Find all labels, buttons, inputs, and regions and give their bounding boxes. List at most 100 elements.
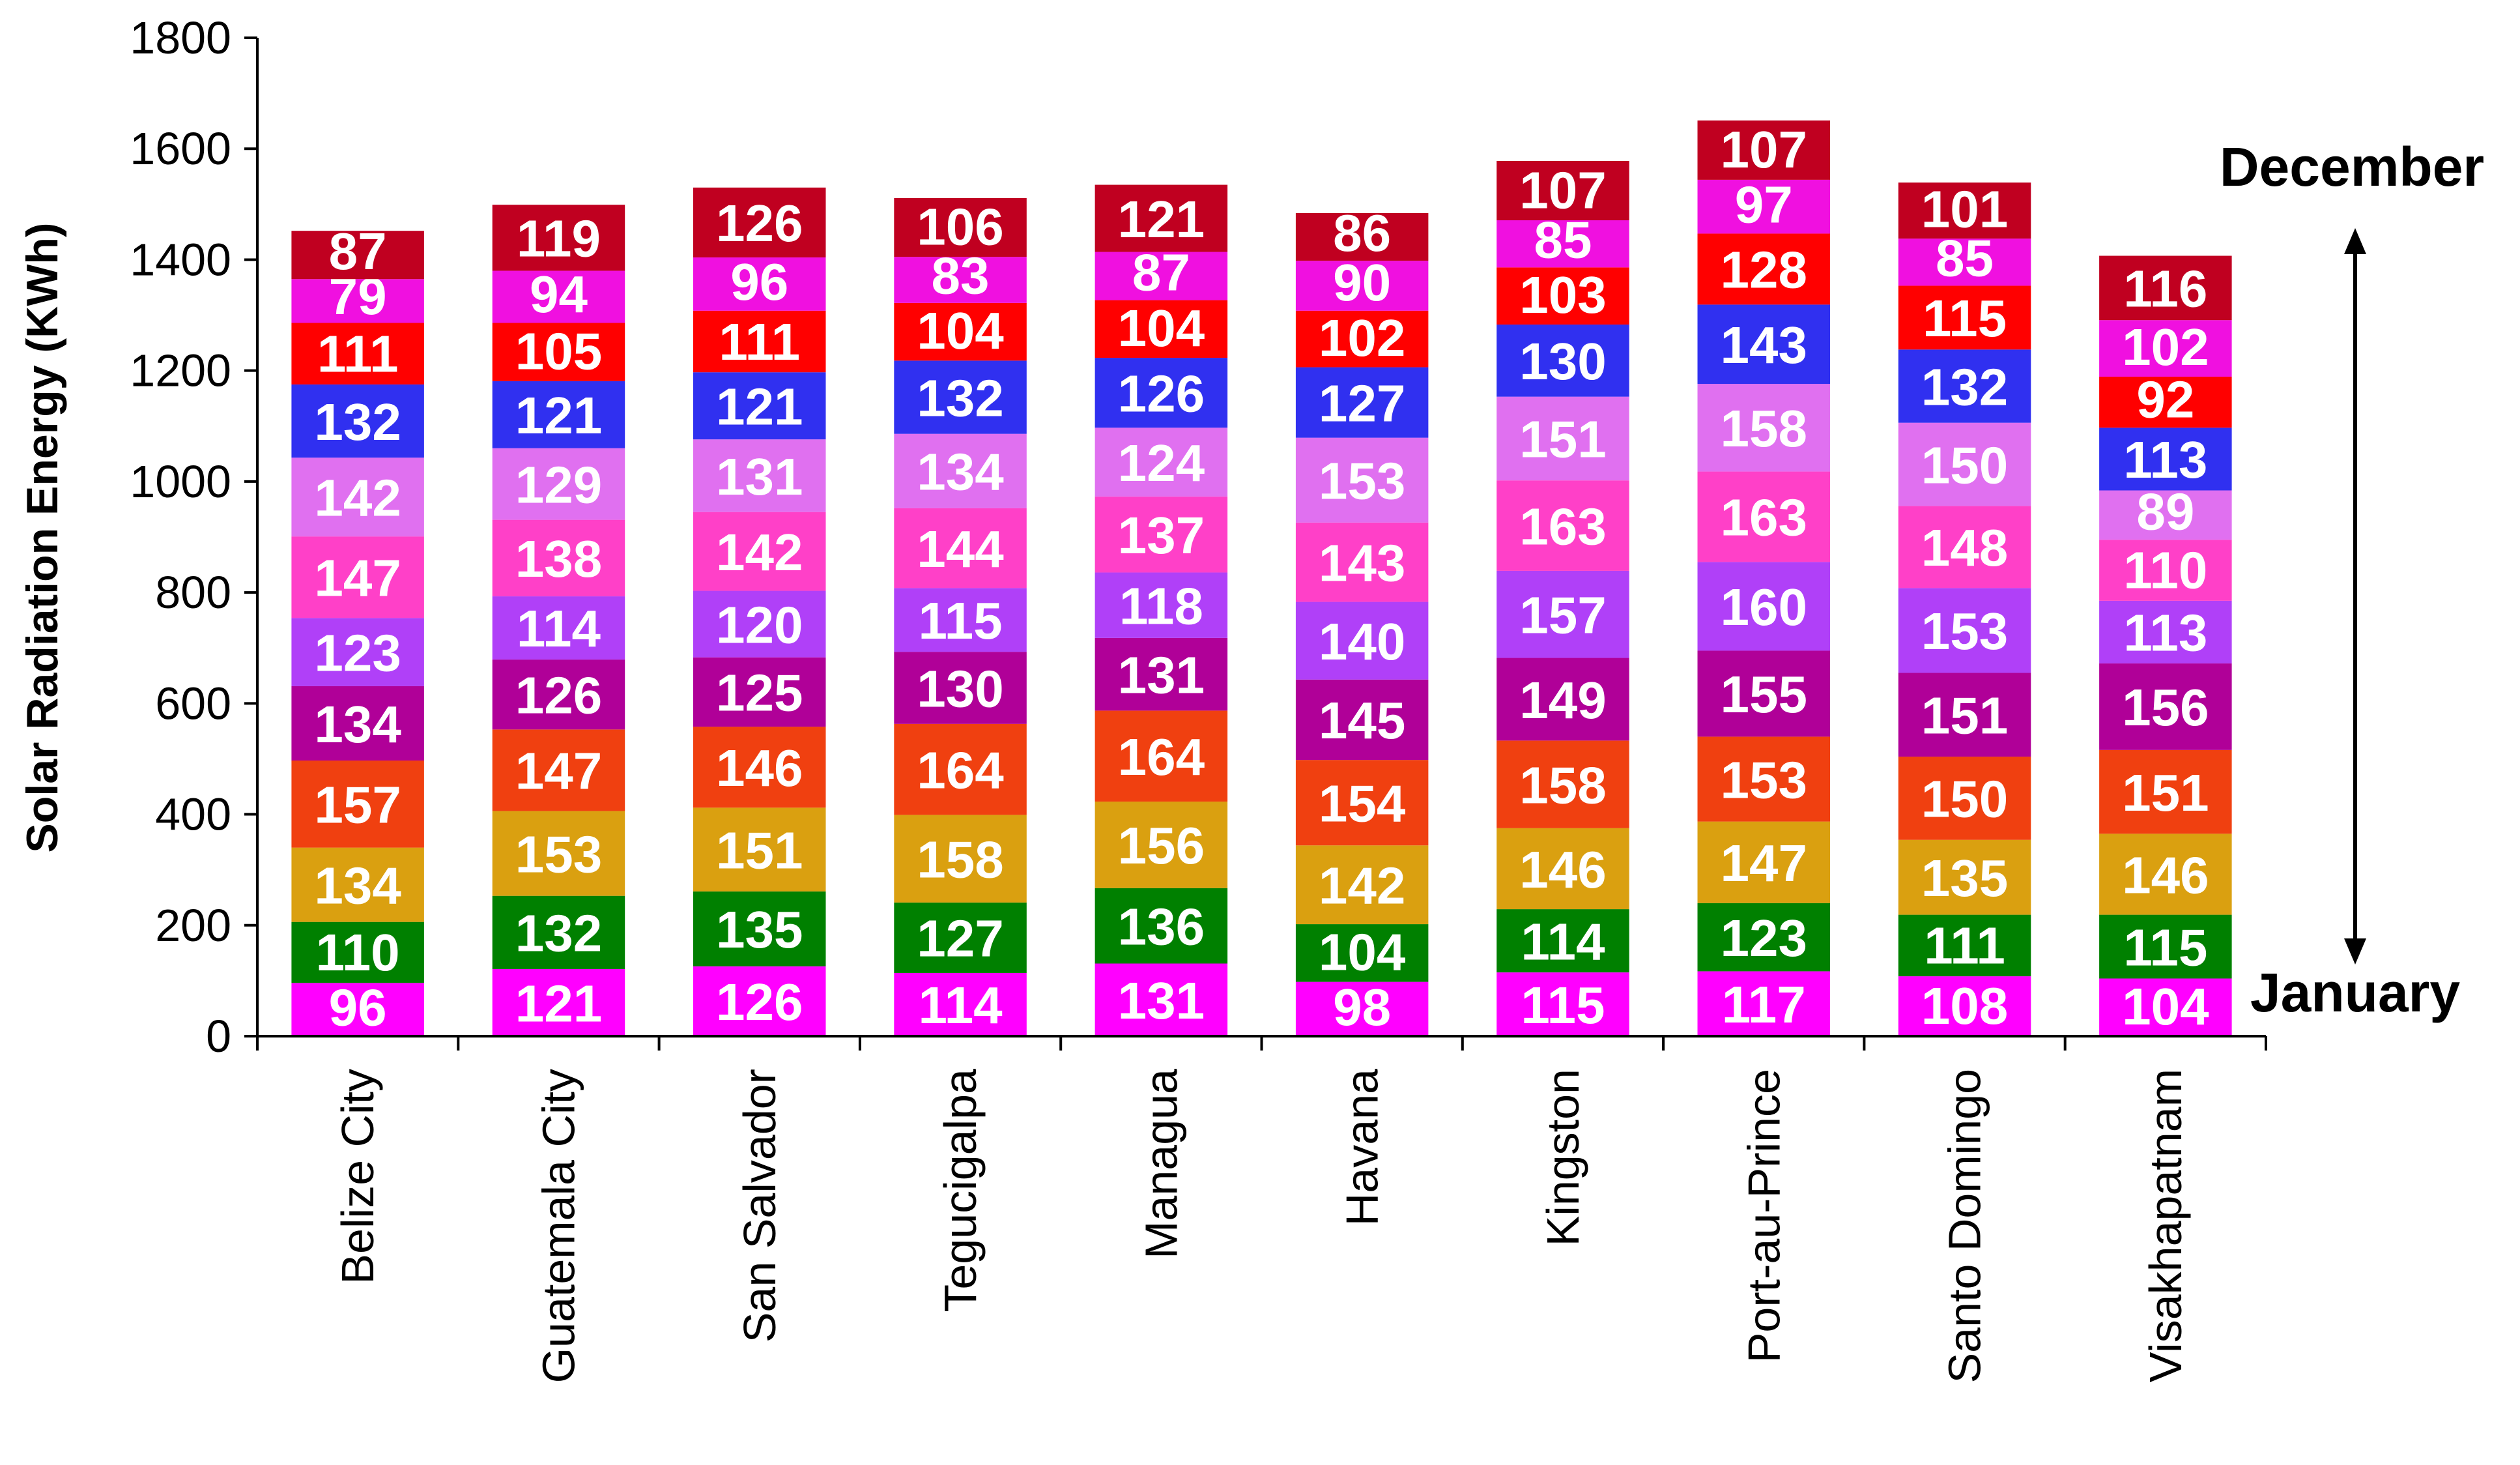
data-label: 156 <box>1118 817 1205 875</box>
category-label: Kingston <box>1538 1069 1588 1246</box>
bar-segment <box>2099 490 2232 540</box>
bar-segment <box>1697 903 1830 972</box>
data-label: 111 <box>317 325 399 383</box>
data-label: 119 <box>517 210 601 268</box>
data-label: 126 <box>1118 365 1205 423</box>
bar-segment <box>2099 377 2232 428</box>
data-label: 90 <box>1333 254 1391 312</box>
month-annotation: December January <box>2220 136 2484 1023</box>
y-tick-label: 1800 <box>130 12 231 63</box>
data-label: 85 <box>1936 229 1994 287</box>
category-label: Guatemala City <box>533 1069 584 1383</box>
data-label: 121 <box>1118 190 1205 248</box>
data-label: 149 <box>1519 671 1606 729</box>
data-label: 163 <box>1721 489 1807 547</box>
bar-segment <box>492 969 625 1036</box>
data-label: 135 <box>716 901 803 959</box>
bar-segment <box>894 972 1027 1036</box>
bar-segment <box>1697 384 1830 472</box>
data-label: 131 <box>1118 646 1205 704</box>
bar-segment <box>291 536 424 618</box>
bar-segment <box>1496 396 1629 481</box>
bar-segment <box>1697 304 1830 384</box>
data-label: 110 <box>2123 542 2207 600</box>
data-label: 150 <box>1921 436 2008 494</box>
bar-segment <box>1496 480 1629 571</box>
bar-segment <box>1496 220 1629 268</box>
data-label: 102 <box>2122 318 2209 376</box>
bar-segment <box>1095 496 1228 573</box>
bar-segment <box>1496 972 1629 1036</box>
bar-segment <box>291 323 424 384</box>
bar-segment <box>291 618 424 686</box>
data-label: 115 <box>919 592 1003 650</box>
data-label: 125 <box>716 664 803 722</box>
data-label: 130 <box>1519 332 1606 390</box>
bar-segment <box>1095 358 1228 428</box>
category-label: Port-au-Prince <box>1738 1069 1789 1363</box>
data-label: 157 <box>1519 587 1606 645</box>
bar-segment <box>1295 261 1429 311</box>
bar-segment <box>492 811 625 896</box>
bar-segment <box>693 372 826 440</box>
data-label: 114 <box>517 600 601 658</box>
bar-segment <box>894 197 1027 257</box>
data-label: 143 <box>1319 534 1405 592</box>
bar-segment <box>1095 710 1228 802</box>
data-label: 132 <box>1921 358 2008 416</box>
bar-segment <box>1697 650 1830 737</box>
category-label: Santo Domingo <box>1940 1069 1990 1384</box>
data-label: 97 <box>1735 176 1793 234</box>
data-label: 116 <box>2123 260 2207 318</box>
bar-segment <box>291 384 424 458</box>
bar-segment <box>894 360 1027 434</box>
bar-segment <box>1095 184 1228 252</box>
data-label: 98 <box>1333 978 1391 1036</box>
bar-segment <box>1095 300 1228 358</box>
bar-segment <box>1496 267 1629 325</box>
data-label: 121 <box>515 974 602 1032</box>
data-label: 102 <box>1319 309 1405 367</box>
data-label: 105 <box>515 323 602 381</box>
bar-segment <box>1496 658 1629 741</box>
data-label: 123 <box>1721 909 1807 967</box>
data-label: 113 <box>2123 431 2207 489</box>
bar-segment <box>1898 757 2031 840</box>
data-label: 123 <box>314 624 401 682</box>
data-label: 164 <box>1118 728 1205 786</box>
bar-segment <box>1697 179 1830 234</box>
bar-segment <box>492 381 625 448</box>
data-label: 132 <box>515 905 602 963</box>
data-label: 86 <box>1333 204 1391 262</box>
data-label: 153 <box>515 825 602 883</box>
data-label: 115 <box>1923 289 2007 347</box>
bar-segment <box>2099 663 2232 750</box>
bar-segment <box>1295 981 1429 1036</box>
bar-segment <box>492 323 625 381</box>
bar-segment <box>492 205 625 271</box>
data-label: 85 <box>1534 211 1592 269</box>
data-label: 94 <box>530 265 588 323</box>
bar-segment <box>1697 736 1830 822</box>
data-label: 160 <box>1721 578 1807 636</box>
bar-segment <box>1898 182 2031 239</box>
data-label: 129 <box>515 456 602 514</box>
bar-segment <box>693 590 826 658</box>
bar-segment <box>2099 540 2232 601</box>
data-label: 87 <box>1132 243 1190 301</box>
data-label: 104 <box>917 302 1004 360</box>
bar-segment <box>1898 976 2031 1036</box>
data-label: 158 <box>917 830 1003 888</box>
data-label: 128 <box>1721 241 1807 299</box>
data-label: 118 <box>1119 577 1203 635</box>
bar-segment <box>693 439 826 512</box>
bar-segment <box>894 302 1027 361</box>
bar-segment <box>1095 963 1228 1036</box>
bar-segment <box>1898 673 2031 757</box>
